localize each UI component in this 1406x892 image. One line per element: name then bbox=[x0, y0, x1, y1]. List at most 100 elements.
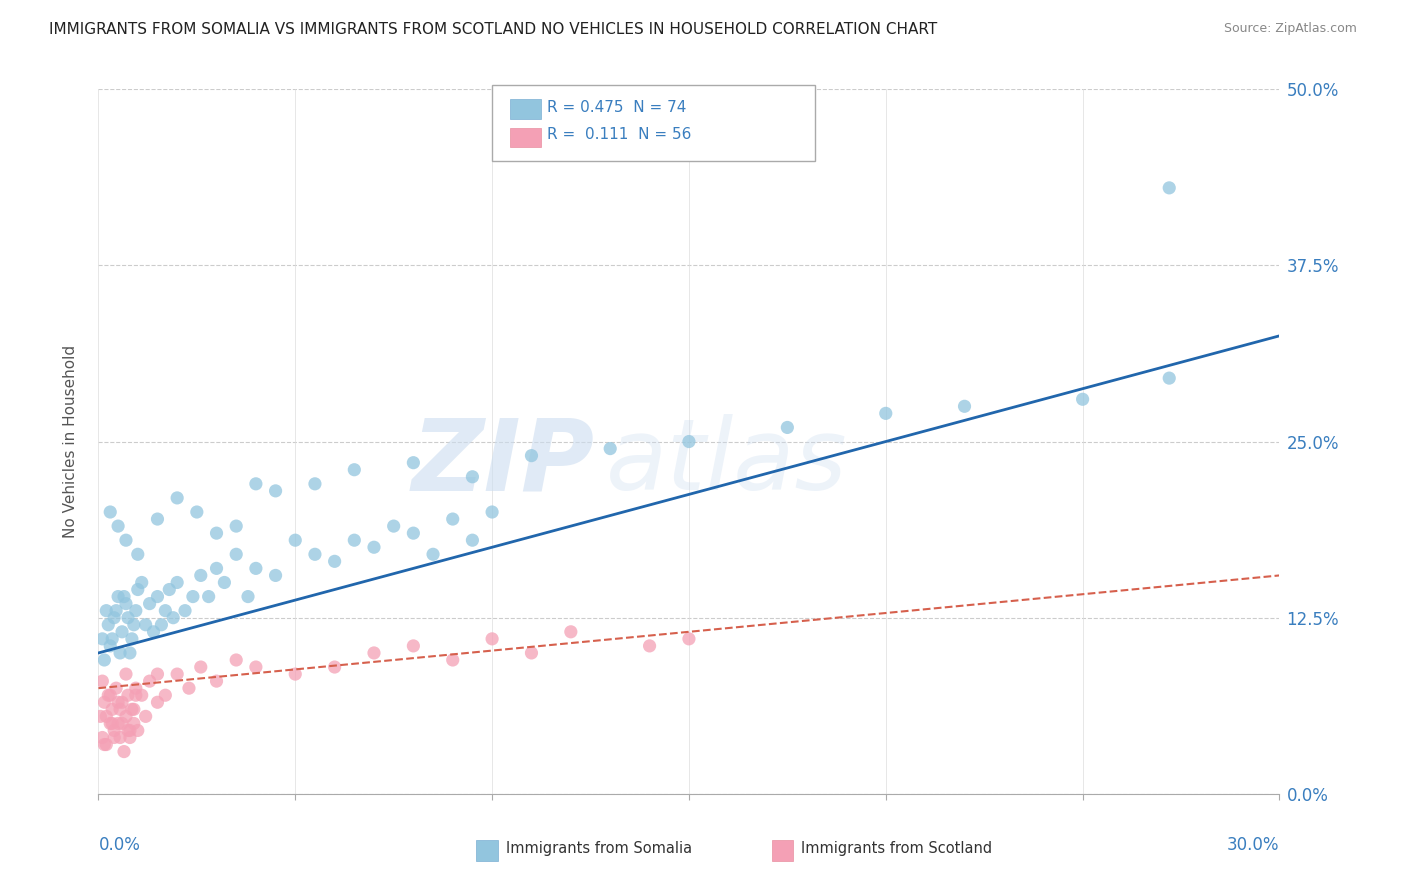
Point bbox=[93, 653, 115, 667]
Point bbox=[1159, 181, 1181, 195]
Point bbox=[190, 568, 212, 582]
Point bbox=[125, 681, 148, 696]
Point bbox=[97, 617, 120, 632]
Point bbox=[108, 646, 131, 660]
Point bbox=[166, 575, 188, 590]
Point bbox=[402, 456, 425, 470]
Point bbox=[122, 702, 145, 716]
Point bbox=[93, 695, 115, 709]
Point bbox=[93, 738, 115, 752]
Point bbox=[107, 695, 129, 709]
Point bbox=[121, 632, 143, 646]
Text: atlas: atlas bbox=[606, 414, 848, 511]
Point bbox=[115, 597, 138, 611]
Point bbox=[135, 617, 157, 632]
Point bbox=[678, 434, 700, 449]
Text: Immigrants from Somalia: Immigrants from Somalia bbox=[506, 840, 692, 855]
Point bbox=[166, 667, 188, 681]
Point bbox=[166, 491, 188, 505]
Point bbox=[402, 639, 425, 653]
Point bbox=[461, 469, 484, 483]
Point bbox=[127, 723, 149, 738]
Point bbox=[205, 526, 228, 541]
Point bbox=[118, 723, 141, 738]
Point bbox=[461, 533, 484, 548]
Text: Immigrants from Scotland: Immigrants from Scotland bbox=[801, 840, 993, 855]
Point bbox=[112, 745, 135, 759]
Text: 0.0%: 0.0% bbox=[98, 836, 141, 855]
Point bbox=[1071, 392, 1094, 407]
Point bbox=[382, 519, 405, 533]
Point bbox=[111, 716, 134, 731]
Point bbox=[225, 519, 247, 533]
Point bbox=[146, 667, 169, 681]
Point bbox=[205, 561, 228, 575]
Point bbox=[638, 639, 661, 653]
Text: ZIP: ZIP bbox=[412, 414, 595, 511]
Point bbox=[150, 617, 173, 632]
Point bbox=[117, 610, 139, 624]
Point bbox=[111, 624, 134, 639]
Point bbox=[323, 660, 346, 674]
Point bbox=[520, 449, 543, 463]
Point bbox=[264, 483, 287, 498]
Point bbox=[125, 604, 148, 618]
Y-axis label: No Vehicles in Household: No Vehicles in Household bbox=[63, 345, 77, 538]
Point bbox=[135, 709, 157, 723]
Point bbox=[111, 695, 134, 709]
Point bbox=[481, 632, 503, 646]
Point bbox=[146, 590, 169, 604]
Point bbox=[103, 731, 125, 745]
Point bbox=[103, 610, 125, 624]
Point bbox=[96, 738, 118, 752]
Point bbox=[103, 723, 125, 738]
Point bbox=[304, 547, 326, 561]
Point bbox=[214, 575, 236, 590]
Point bbox=[343, 533, 366, 548]
Point bbox=[97, 688, 120, 702]
Point bbox=[138, 674, 160, 689]
Point bbox=[115, 709, 138, 723]
Text: IMMIGRANTS FROM SOMALIA VS IMMIGRANTS FROM SCOTLAND NO VEHICLES IN HOUSEHOLD COR: IMMIGRANTS FROM SOMALIA VS IMMIGRANTS FR… bbox=[49, 22, 938, 37]
Point bbox=[190, 660, 212, 674]
Point bbox=[142, 624, 165, 639]
Point bbox=[96, 604, 118, 618]
Point bbox=[117, 723, 139, 738]
Point bbox=[107, 590, 129, 604]
Point bbox=[245, 476, 267, 491]
Point bbox=[560, 624, 582, 639]
Point bbox=[108, 731, 131, 745]
Point bbox=[422, 547, 444, 561]
Point bbox=[157, 582, 180, 597]
Point bbox=[441, 512, 464, 526]
Point bbox=[121, 702, 143, 716]
Point bbox=[115, 533, 138, 548]
Point bbox=[776, 420, 799, 434]
Point bbox=[101, 716, 124, 731]
Point bbox=[205, 674, 228, 689]
Point bbox=[186, 505, 208, 519]
Point bbox=[343, 463, 366, 477]
Point bbox=[323, 554, 346, 568]
Text: R = 0.475  N = 74: R = 0.475 N = 74 bbox=[547, 100, 686, 115]
Point bbox=[875, 406, 897, 420]
Point bbox=[264, 568, 287, 582]
Point bbox=[101, 632, 124, 646]
Point bbox=[127, 582, 149, 597]
Point bbox=[1159, 371, 1181, 385]
Point bbox=[599, 442, 621, 456]
Point bbox=[91, 731, 114, 745]
Point bbox=[98, 716, 121, 731]
Point bbox=[284, 667, 307, 681]
Point bbox=[131, 688, 153, 702]
Point bbox=[181, 590, 204, 604]
Point bbox=[96, 709, 118, 723]
Point bbox=[441, 653, 464, 667]
Point bbox=[155, 688, 177, 702]
Point bbox=[225, 547, 247, 561]
Point bbox=[118, 646, 141, 660]
Point bbox=[520, 646, 543, 660]
Point bbox=[98, 688, 121, 702]
Point bbox=[98, 505, 121, 519]
Bar bbox=[772, 839, 793, 861]
